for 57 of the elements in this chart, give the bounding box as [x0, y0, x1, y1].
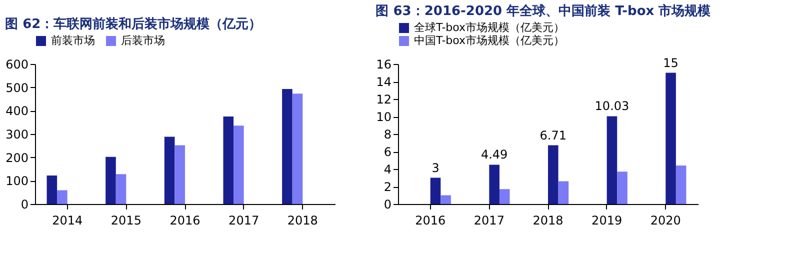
x-tick-label: 2018	[287, 214, 318, 228]
y-tick-label: 12	[376, 92, 392, 106]
chart-title: 图 63：2016-2020 年全球、中国前装 T-box 市场规模	[376, 3, 711, 19]
bar	[223, 116, 234, 204]
y-tick-label: 400	[6, 104, 28, 118]
y-tick-label: 0	[384, 198, 392, 212]
bar	[46, 176, 58, 204]
bar	[106, 156, 116, 204]
y-tick-label: 2	[384, 180, 392, 194]
y-tick-label: 16	[376, 58, 392, 72]
y-tick-label: 4	[384, 162, 392, 176]
bar	[164, 136, 175, 204]
x-tick-label: 2016	[415, 214, 446, 228]
data-label: 15	[663, 56, 678, 70]
legend-label: 后装市场	[121, 34, 165, 47]
x-tick-label: 2018	[532, 214, 564, 228]
data-label: 4.49	[480, 148, 508, 162]
y-tick-label: 500	[6, 80, 28, 95]
y-tick-label: 14	[376, 75, 392, 89]
data-label: 6.71	[540, 128, 567, 142]
y-tick-label: 10	[376, 110, 392, 124]
data-label: 10.03	[594, 99, 630, 114]
legend-label: 全球T-box市场规模（亿美元）	[414, 21, 565, 34]
bar	[57, 190, 68, 204]
data-label: 3	[432, 160, 440, 175]
y-tick-label: 300	[6, 128, 28, 142]
bar	[606, 116, 618, 204]
bar	[440, 195, 451, 204]
bar	[676, 166, 686, 204]
bar	[234, 126, 244, 204]
x-tick-label: 2017	[228, 214, 260, 228]
x-tick-label: 2020	[650, 214, 681, 228]
legend-label: 中国T-box市场规模（亿美元）	[414, 34, 565, 47]
bar	[548, 145, 558, 204]
bar	[116, 174, 126, 204]
bar	[430, 178, 441, 204]
bar	[499, 189, 510, 204]
legend-label: 前装市场	[51, 34, 95, 47]
y-tick-label: 200	[6, 150, 28, 165]
y-tick-label: 100	[6, 174, 28, 188]
y-tick-label: 8	[384, 128, 392, 142]
x-tick-label: 2014	[52, 214, 83, 228]
bar	[617, 172, 628, 204]
bar	[666, 72, 676, 204]
x-tick-label: 2017	[474, 214, 504, 228]
bar	[292, 94, 303, 204]
bar	[174, 145, 185, 204]
x-tick-label: 2015	[110, 214, 142, 228]
bar	[282, 88, 292, 204]
y-tick-label: 6	[384, 145, 392, 159]
y-tick-label: 0	[20, 198, 28, 212]
x-tick-label: 2019	[592, 214, 622, 228]
x-tick-label: 2016	[170, 214, 200, 228]
y-tick-label: 600	[6, 58, 28, 72]
bar	[558, 181, 569, 204]
bar	[489, 164, 500, 204]
chart-title: 图 62：车联网前装和后装市场规模（亿元）	[5, 16, 262, 32]
